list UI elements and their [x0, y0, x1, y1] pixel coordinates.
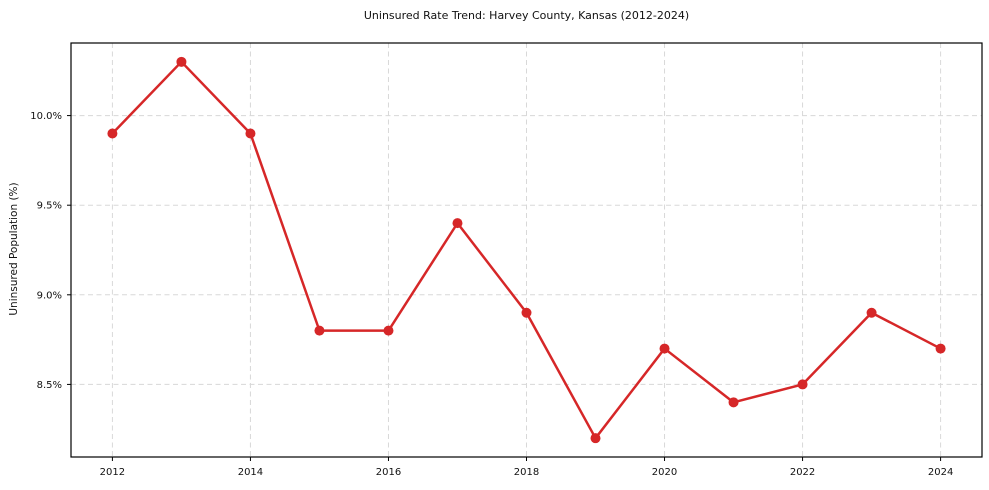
x-axis-tick-label: 2016	[376, 467, 401, 478]
data-point-2016	[383, 325, 394, 336]
data-point-2023	[866, 307, 877, 318]
data-point-2015	[314, 325, 325, 336]
data-point-2020	[659, 343, 670, 354]
chart-title: Uninsured Rate Trend: Harvey County, Kan…	[363, 9, 690, 22]
y-axis-tick-label: 8.5%	[37, 380, 62, 391]
data-point-2012	[107, 128, 118, 139]
data-point-2014	[245, 128, 256, 139]
data-point-2017	[452, 218, 463, 229]
y-axis-tick-label: 9.0%	[37, 290, 62, 301]
y-axis-tick-label: 10.0%	[30, 111, 62, 122]
x-axis-tick-label: 2018	[514, 467, 539, 478]
x-axis-tick-label: 2022	[790, 467, 815, 478]
data-point-2018	[521, 307, 532, 318]
x-axis-tick-label: 2014	[238, 467, 263, 478]
data-point-2021	[728, 397, 739, 408]
y-axis-tick-label: 9.5%	[37, 201, 62, 212]
data-point-2019	[590, 433, 601, 444]
data-point-2024	[935, 343, 946, 354]
data-point-2022	[797, 379, 808, 390]
data-point-2013	[176, 56, 187, 67]
x-axis-tick-label: 2012	[100, 467, 125, 478]
x-axis-tick-label: 2020	[652, 467, 677, 478]
x-axis-tick-label: 2024	[928, 467, 953, 478]
